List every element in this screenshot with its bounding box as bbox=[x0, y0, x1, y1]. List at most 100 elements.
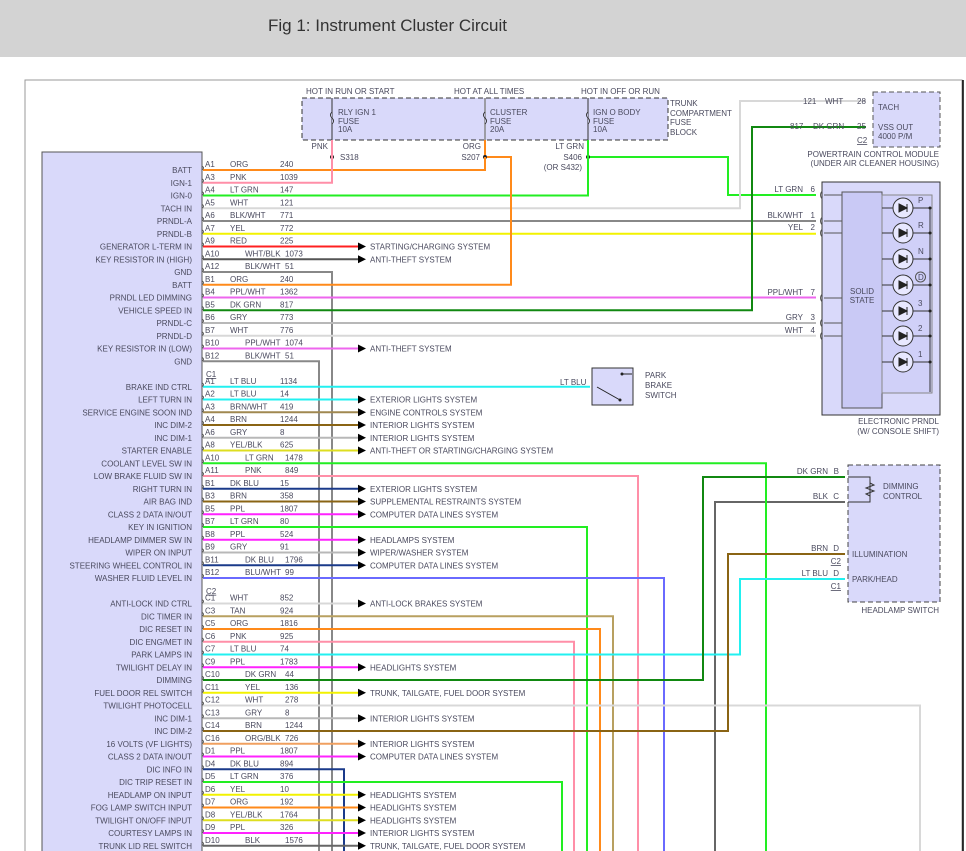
wire-color-label: DK BLU bbox=[245, 555, 274, 564]
connector-terminal-icon bbox=[201, 344, 204, 349]
circuit-number: 91 bbox=[280, 543, 289, 552]
circuit-number: 326 bbox=[280, 823, 294, 832]
fuse-1-rating: 10A bbox=[338, 125, 353, 134]
destination-system: SUPPLEMENTAL RESTRAINTS SYSTEM bbox=[370, 498, 521, 507]
connector-terminal-icon bbox=[201, 318, 204, 324]
arrow-icon bbox=[358, 841, 366, 850]
connector-terminal-icon bbox=[201, 254, 204, 260]
diode-icon bbox=[898, 254, 909, 264]
cluster-pin-row: RIGHT TURN IN B1 DK BLU 15 EXTERIOR LIGHTS S… bbox=[133, 479, 478, 494]
connector-terminal-icon bbox=[201, 611, 204, 617]
pin-number: D8 bbox=[205, 810, 216, 819]
cluster-pin-row: BATT B1 ORG 240 bbox=[172, 275, 294, 290]
connector-terminal-icon bbox=[201, 624, 204, 630]
cluster-pin-row: INC DIM-2 C14 BRN 1244 bbox=[154, 721, 303, 736]
pin-number: A1 bbox=[205, 160, 215, 169]
junction-dot bbox=[928, 231, 932, 235]
led-label-P: P bbox=[918, 196, 923, 205]
pin-number: B1 bbox=[205, 275, 215, 284]
connector-terminal-icon bbox=[201, 407, 204, 413]
pin-function-label: KEY IN IGNITION bbox=[128, 523, 192, 532]
destination-system: ANTI-THEFT SYSTEM bbox=[370, 345, 452, 354]
pin-function-label: FOG LAMP SWITCH INPUT bbox=[91, 804, 192, 813]
cluster-pin-row: GND B12 BLK/WHT 51 bbox=[174, 351, 294, 366]
wire-color-label: LT GRN bbox=[230, 517, 259, 526]
connector-terminal-icon bbox=[201, 662, 204, 668]
cluster-pin-row: WIPER ON INPUT B9 GRY 91 WIPER/WASHER SYSTEM bbox=[125, 543, 468, 558]
pin-number: C1 bbox=[205, 594, 216, 603]
pin-number: A6 bbox=[205, 428, 215, 437]
wire-headlamp-blk bbox=[714, 501, 845, 851]
fuse-hot-label-1: HOT IN RUN OR START bbox=[306, 87, 395, 96]
cluster-pin-row: GND A12 BLK/WHT 51 bbox=[174, 262, 294, 277]
pin-number: C10 bbox=[205, 670, 220, 679]
cluster-pin-row: VEHICLE SPEED IN B5 DK GRN 817 bbox=[118, 300, 294, 315]
cluster-pin-row: COOLANT LEVEL SW IN A10 LT GRN 1478 bbox=[101, 453, 303, 468]
wire-color-label: BRN bbox=[245, 721, 262, 730]
arrow-icon bbox=[358, 433, 366, 442]
circuit-number: 1073 bbox=[285, 249, 303, 258]
wire-color-label: YEL bbox=[230, 224, 246, 233]
destination-system: HEADLIGHTS SYSTEM bbox=[370, 804, 457, 813]
pcm-vss-2: 4000 P/M bbox=[878, 132, 913, 141]
pin-number: C12 bbox=[205, 696, 220, 705]
destination-system: INTERIOR LIGHTS SYSTEM bbox=[370, 829, 475, 838]
wire-color-label: DK GRN bbox=[245, 670, 276, 679]
pin-function-label: HEADLAMP ON INPUT bbox=[108, 791, 192, 800]
wire-color-label: YEL/BLK bbox=[230, 810, 263, 819]
headlamp-switch: DIMMING CONTROL ILLUMINATION PARK/HEAD B… bbox=[797, 464, 941, 615]
connector-terminal-icon bbox=[201, 599, 204, 604]
splice-s207: S207 bbox=[461, 153, 480, 162]
pin-number: A9 bbox=[205, 237, 215, 246]
led-label-R: R bbox=[918, 221, 924, 230]
wire-color-label: WHT bbox=[230, 326, 248, 335]
pin-number: A5 bbox=[205, 198, 215, 207]
fuse-1-wire-color: PNK bbox=[312, 142, 329, 151]
fuse-icon bbox=[330, 111, 334, 125]
connector-terminal-icon bbox=[201, 803, 204, 808]
arrow-icon bbox=[358, 255, 366, 264]
cluster-pin-row: WASHER FLUID LEVEL IN B12 BLU/WHT 99 bbox=[95, 568, 295, 583]
destination-system: HEADLIGHTS SYSTEM bbox=[370, 816, 457, 825]
destination-system: INTERIOR LIGHTS SYSTEM bbox=[370, 434, 475, 443]
arrow-icon bbox=[358, 497, 366, 506]
junction-dot bbox=[928, 206, 932, 210]
pin-number: D9 bbox=[205, 823, 216, 832]
pin-function-label: COOLANT LEVEL SW IN bbox=[101, 459, 192, 468]
prndl-pin-number: 4 bbox=[811, 326, 816, 335]
pcm-box bbox=[872, 91, 941, 148]
pin-function-label: WASHER FLUID LEVEL IN bbox=[95, 574, 192, 583]
circuit-number: 44 bbox=[285, 670, 294, 679]
pin-function-label: IGN-0 bbox=[171, 192, 193, 201]
wire-a5 bbox=[203, 100, 866, 210]
pin-function-label: CLASS 2 DATA IN/OUT bbox=[108, 510, 192, 519]
destination-system: INTERIOR LIGHTS SYSTEM bbox=[370, 714, 475, 723]
diode-icon bbox=[898, 280, 909, 290]
connector-terminal-icon bbox=[201, 522, 204, 528]
pin-number: A11 bbox=[205, 466, 219, 475]
connector-terminal-icon bbox=[201, 267, 204, 273]
pcm-caption-2: (UNDER AIR CLEANER HOUSING) bbox=[811, 159, 940, 168]
cluster-pin-row: IGN-1 A3 PNK 1039 bbox=[171, 173, 299, 188]
pin-function-label: TWILIGHT PHOTOCELL bbox=[103, 702, 192, 711]
fuse-1-name: RLY IGN 1 bbox=[338, 108, 376, 117]
pin-function-label: PRNDL-A bbox=[157, 217, 193, 226]
circuit-number: 1764 bbox=[280, 810, 298, 819]
cluster-pin-row: COURTESY LAMPS IN D9 PPL 326 INTERIOR LIGHTS… bbox=[108, 823, 475, 838]
pin-function-label: KEY RESISTOR IN (HIGH) bbox=[95, 255, 192, 264]
connector-terminal-icon bbox=[201, 216, 204, 222]
pin-number: A8 bbox=[205, 441, 215, 450]
destination-system: EXTERIOR LIGHTS SYSTEM bbox=[370, 485, 477, 494]
pin-function-label: PRNDL-D bbox=[156, 332, 192, 341]
pin-function-label: LOW BRAKE FLUID SW IN bbox=[94, 472, 192, 481]
hl-connector-c1: C1 bbox=[831, 582, 842, 591]
cluster-pin-row: TWILIGHT PHOTOCELL C12 WHT 278 bbox=[103, 696, 299, 711]
pin-number: D1 bbox=[205, 747, 216, 756]
connector-terminal-icon bbox=[201, 509, 204, 515]
pin-number: D5 bbox=[205, 772, 216, 781]
pin-function-label: SERVICE ENGINE SOON IND bbox=[82, 408, 192, 417]
wire-d4 bbox=[203, 768, 345, 851]
circuit-number: 10 bbox=[280, 785, 289, 794]
circuit-number: 772 bbox=[280, 224, 294, 233]
cluster-pin-row: PRNDL-A A6 BLK/WHT 771 bbox=[157, 211, 294, 226]
